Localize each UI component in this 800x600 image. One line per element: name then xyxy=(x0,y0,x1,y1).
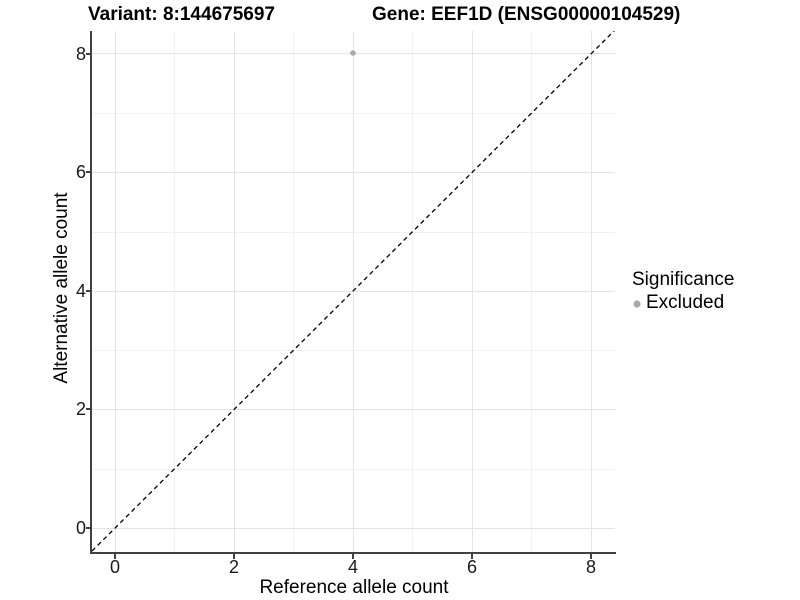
legend-key-dot-icon xyxy=(633,300,641,308)
x-tick-mark xyxy=(471,554,473,559)
gridline-major xyxy=(92,291,615,292)
gridline-minor xyxy=(531,31,532,553)
legend-dot xyxy=(633,300,641,308)
legend-item-excluded: Excluded xyxy=(630,292,734,314)
gridline-minor xyxy=(412,31,413,553)
gridline-major xyxy=(115,31,116,553)
x-tick-label: 8 xyxy=(585,557,597,577)
x-tick-label: 6 xyxy=(466,557,478,577)
gridline-minor xyxy=(293,31,294,553)
gridline-major xyxy=(472,31,473,553)
y-axis-title: Alternative allele count xyxy=(51,192,72,384)
gridline-major xyxy=(92,409,615,410)
y-tick-mark xyxy=(86,171,91,173)
data-point-excluded xyxy=(350,50,356,56)
x-axis-line xyxy=(90,552,616,554)
gridline-major xyxy=(92,172,615,173)
y-tick-mark xyxy=(86,53,91,55)
x-tick-mark xyxy=(233,554,235,559)
gene-title: Gene: EEF1D (ENSG00000104529) xyxy=(372,4,681,25)
y-tick-mark xyxy=(86,527,91,529)
x-tick-mark xyxy=(590,554,592,559)
y-tick-label: 2 xyxy=(75,399,86,419)
gridline-major xyxy=(92,528,615,529)
legend-item-label: Excluded xyxy=(646,292,725,313)
gridline-minor xyxy=(174,31,175,553)
legend-title: Significance xyxy=(632,269,735,290)
y-tick-label: 8 xyxy=(75,44,86,64)
y-tick-label: 0 xyxy=(75,518,86,538)
identity-dashed-line xyxy=(92,31,615,552)
y-tick-label: 6 xyxy=(75,162,86,182)
x-tick-label: 0 xyxy=(109,557,121,577)
y-tick-mark xyxy=(86,408,91,410)
y-tick-label: 4 xyxy=(75,281,86,301)
legend: Significance Excluded xyxy=(630,269,734,314)
plot-layer xyxy=(92,31,615,552)
x-tick-mark xyxy=(352,554,354,559)
variant-title: Variant: 8:144675697 xyxy=(88,4,275,25)
gridline-major xyxy=(353,31,354,553)
x-tick-label: 4 xyxy=(347,557,359,577)
plot-panel xyxy=(92,31,615,553)
x-tick-label: 2 xyxy=(228,557,240,577)
x-tick-mark xyxy=(114,554,116,559)
y-axis-line xyxy=(90,31,92,554)
y-tick-mark xyxy=(86,290,91,292)
gridline-major xyxy=(234,31,235,553)
gridline-major xyxy=(591,31,592,553)
x-axis-title: Reference allele count xyxy=(259,577,449,598)
